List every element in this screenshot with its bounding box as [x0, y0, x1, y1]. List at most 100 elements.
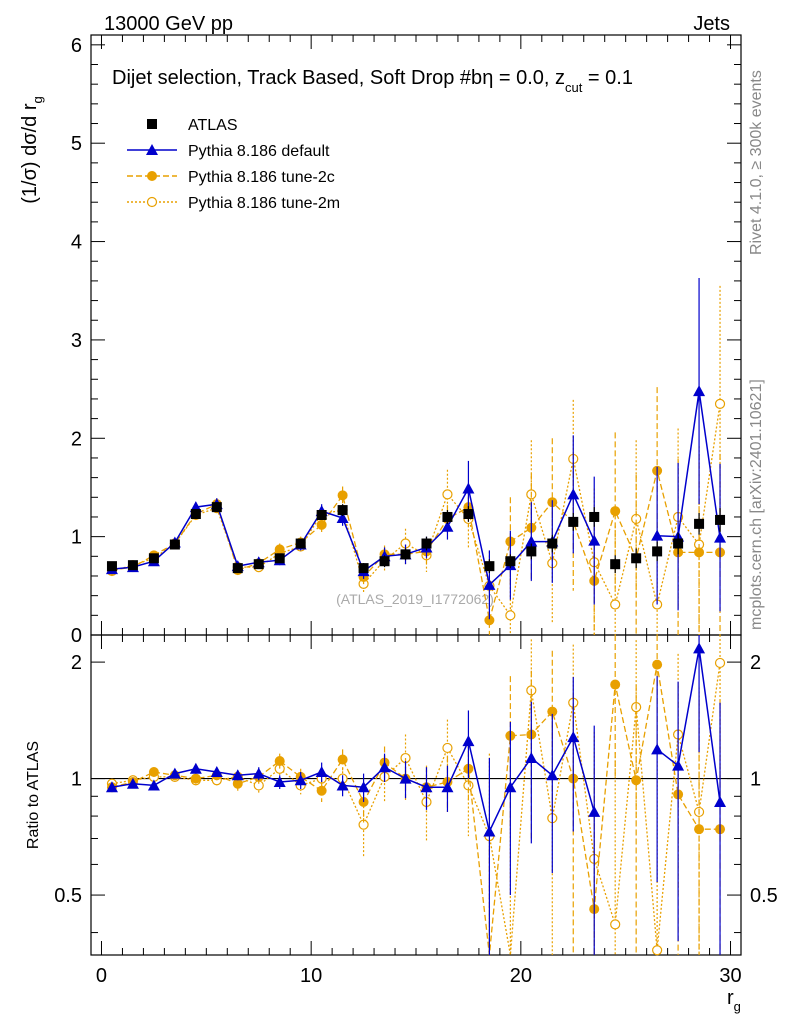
- data-point-open-circle: [714, 398, 726, 409]
- plot-title-sub: cut: [565, 80, 583, 95]
- data-point-square: [253, 559, 264, 570]
- data-point-square: [127, 560, 138, 571]
- series-line: [111, 470, 720, 621]
- data-point-triangle: [651, 529, 664, 541]
- main-ylabel: (1/σ) dσ/d rg: [19, 96, 45, 204]
- x-tick-label: 10: [300, 965, 322, 987]
- data-point-circle: [190, 773, 201, 784]
- data-point-triangle: [672, 759, 685, 771]
- data-point-triangle: [315, 765, 328, 777]
- data-point-square: [337, 505, 348, 516]
- data-point-circle: [274, 756, 285, 767]
- y-tick-label-main: 3: [71, 330, 82, 352]
- data-point-circle: [610, 506, 621, 517]
- y-tick-label-main: 4: [71, 232, 82, 254]
- data-point-circle: [547, 706, 558, 717]
- series-atlas: [106, 502, 726, 574]
- data-point-triangle: [210, 765, 223, 777]
- process-label: Jets: [693, 13, 730, 35]
- series-line: [111, 390, 721, 587]
- energy-label: 13000 GeV pp: [104, 13, 233, 35]
- data-point-triangle: [588, 805, 601, 817]
- data-point-square: [358, 563, 369, 574]
- data-point-square: [463, 509, 474, 520]
- data-point-triangle: [399, 772, 412, 784]
- data-point-open-circle: [610, 919, 621, 930]
- data-point-circle: [316, 785, 327, 796]
- y-tick-label-ratio-right: 1: [750, 769, 761, 791]
- data-point-triangle: [714, 531, 727, 543]
- data-point-triangle: [504, 781, 517, 793]
- data-point-triangle: [462, 735, 475, 747]
- x-tick-label: 20: [510, 965, 532, 987]
- main-axes: 0 1 2 3 4 5 6: [71, 35, 741, 647]
- data-point-triangle: [546, 769, 559, 781]
- series-line: [111, 664, 720, 956]
- ratio-axes: 0 10 20 30 0.5 0.5 1 1 2 2: [54, 635, 778, 987]
- data-point-square: [295, 538, 306, 549]
- main-data-marks: [105, 277, 727, 635]
- data-point-open-circle: [714, 657, 726, 669]
- data-point-triangle: [693, 385, 706, 397]
- data-point-triangle: [483, 578, 496, 590]
- data-point-triangle: [147, 779, 160, 791]
- data-point-square: [694, 518, 705, 529]
- data-point-triangle: [420, 781, 433, 793]
- data-point-circle: [631, 775, 642, 786]
- data-point-triangle: [378, 761, 391, 773]
- legend-label: ATLAS: [188, 117, 238, 134]
- y-tick-label-main: 0: [71, 625, 82, 647]
- data-point-triangle: [252, 767, 265, 779]
- data-point-circle: [274, 544, 285, 555]
- data-point-square: [190, 509, 201, 520]
- rivet-label: Rivet 4.1.0, ≥ 300k events: [748, 70, 765, 255]
- data-point-square: [589, 511, 600, 522]
- data-point-square: [673, 538, 684, 549]
- data-point-square: [316, 510, 327, 520]
- series-line: [111, 648, 721, 834]
- data-point-square: [568, 516, 579, 527]
- data-point-circle: [484, 615, 495, 626]
- plot-title-end: = 0.1: [582, 67, 633, 89]
- series-pythia-8-186-tune-2m: [106, 285, 726, 635]
- data-point-square: [610, 559, 621, 570]
- data-point-triangle: [357, 781, 370, 793]
- data-point-circle: [610, 679, 621, 690]
- x-tick-label: 30: [719, 965, 741, 987]
- data-point-circle: [694, 824, 705, 835]
- data-point-triangle: [567, 488, 580, 500]
- y-tick-label-ratio: 2: [71, 652, 82, 674]
- plot-title: Dijet selection, Track Based, Soft Drop …: [112, 67, 633, 95]
- data-point-triangle: [462, 482, 475, 494]
- data-point-square: [232, 563, 243, 574]
- data-point-triangle: [588, 534, 601, 546]
- series-line: [111, 403, 721, 617]
- analysis-watermark: (ATLAS_2019_I1772062): [336, 591, 494, 607]
- y-tick-label-ratio: 0.5: [54, 885, 82, 907]
- y-tick-label-main: 6: [71, 35, 82, 57]
- data-point-circle: [337, 490, 348, 501]
- data-point-triangle: [651, 743, 664, 755]
- data-point-circle: [148, 766, 159, 777]
- data-point-triangle: [336, 779, 349, 791]
- data-point-triangle: [231, 769, 244, 781]
- series-pythia-8-186-default: [105, 635, 727, 955]
- data-point-open-circle: [442, 489, 453, 500]
- data-point-square: [379, 556, 390, 567]
- data-point-open-circle: [146, 196, 158, 208]
- y-tick-label-main: 5: [71, 133, 82, 155]
- data-point-square: [484, 561, 495, 572]
- data-point-triangle: [273, 775, 286, 787]
- mcplots-label: mcplots.cern.ch [arXiv:2401.10621]: [748, 379, 765, 630]
- y-tick-label-main: 1: [71, 527, 82, 549]
- xlabel: rg: [727, 987, 741, 1014]
- data-point-circle: [694, 547, 705, 558]
- data-point-circle: [232, 778, 243, 789]
- data-point-square: [400, 549, 411, 560]
- data-point-triangle: [441, 520, 454, 532]
- legend-label: Pythia 8.186 default: [188, 143, 330, 160]
- plot-title-main: Dijet selection, Track Based, Soft Drop …: [112, 67, 482, 89]
- data-point-open-circle: [442, 742, 453, 754]
- data-point-circle: [316, 519, 327, 530]
